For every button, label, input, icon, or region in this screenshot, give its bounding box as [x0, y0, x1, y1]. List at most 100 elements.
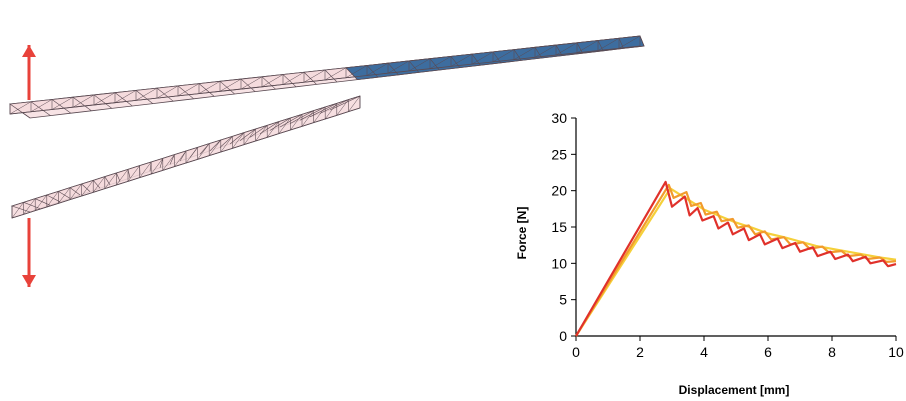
upper-arm-mesh-diagonal [198, 81, 221, 94]
lower-arm-mesh-diagonal [174, 150, 187, 167]
chart-series [575, 180, 897, 337]
lower-arm-mesh-line [279, 114, 303, 128]
lower-arm-mesh-line [209, 139, 222, 152]
upper-arm-mesh-diagonal [156, 85, 179, 99]
lower-arm-mesh-line [116, 172, 121, 182]
upper-arm-mesh-diagonal [513, 47, 536, 60]
upper-arm-mesh-diagonal [177, 83, 200, 97]
x-tick-label: 6 [764, 344, 772, 360]
upper-arm-mesh-line [93, 94, 113, 109]
upper-arm-mesh-diagonal [450, 53, 473, 67]
lower-arm-mesh-diagonal [220, 136, 233, 153]
upper-arm-mesh-diagonal [135, 87, 158, 101]
lower-arm-mesh-line [169, 154, 175, 165]
lower-arm-mesh-diagonal [11, 202, 24, 219]
lower-arm-mesh-diagonal [313, 106, 326, 123]
up-arrow-icon [22, 45, 36, 100]
lower-arm-mesh-diagonal [290, 114, 303, 131]
lower-arm-edge [11, 107, 361, 219]
upper-arm-mesh-diagonal [219, 78, 242, 92]
upper-arm-mesh-diagonal [492, 49, 515, 63]
y-axis-title: Force [N] [515, 207, 529, 260]
upper-arm-mesh-diagonal [471, 51, 494, 65]
upper-arm-mesh-line [387, 62, 399, 76]
lower-arm [10, 95, 361, 219]
lower-arm-mesh-diagonal [81, 180, 94, 197]
lower-arm-mesh-diagonal [301, 110, 314, 127]
upper-arm [8, 35, 645, 119]
lower-arm-mesh-diagonal [139, 161, 152, 178]
upper-arm-mesh-line [114, 92, 133, 107]
upper-arm-mesh-diagonal [555, 42, 578, 56]
lower-arm-mesh-line [81, 183, 91, 192]
lower-arm-mesh-line [219, 136, 233, 148]
upper-arm-mesh-diagonal [261, 74, 284, 88]
chart-ticks: 0 2 4 6 8 10 0 5 10 15 20 25 30 [551, 110, 904, 360]
upper-arm-mesh-diagonal [576, 40, 599, 54]
lower-arm-mesh-diagonal [92, 176, 106, 193]
upper-arm-mesh-diagonal [429, 56, 452, 69]
upper-arm-mesh-line [597, 40, 604, 51]
x-tick-label: 4 [700, 344, 708, 360]
series-line-3 [575, 180, 897, 337]
lower-arm-mesh-line [239, 128, 256, 141]
lower-arm-mesh-diagonal [58, 187, 71, 204]
lower-arm-mesh-line [35, 198, 51, 206]
lower-arm-mesh-diagonal [150, 158, 164, 175]
upper-arm-mesh-line [408, 60, 420, 73]
lower-arm-mesh-line [58, 191, 71, 199]
lower-arm-mesh-line [159, 158, 164, 168]
upper-arm-mesh-line [135, 90, 153, 104]
upper-arm-mesh-diagonal [408, 58, 431, 72]
upper-arm-mesh-line [345, 67, 358, 80]
lower-arm-mesh-diagonal [278, 117, 291, 134]
lower-arm-mesh-diagonal [104, 172, 117, 189]
lower-arm-mesh-diagonal [34, 194, 48, 211]
force-displacement-chart: 0 2 4 6 8 10 0 5 10 15 20 25 30 Displacement [mm] Fo… [515, 110, 904, 397]
upper-arm-mesh-line [324, 69, 338, 83]
x-tick-label: 0 [572, 344, 580, 360]
lower-arm-mesh-diagonal [69, 183, 82, 200]
upper-arm-mesh-line [177, 85, 194, 100]
upper-arm-mesh-diagonal [303, 69, 326, 83]
lower-arm-mesh-line [92, 180, 101, 189]
lower-arm-mesh-line [229, 132, 245, 145]
y-tick-label: 5 [559, 292, 567, 308]
upper-arm-mesh-diagonal [366, 62, 389, 76]
lower-arm-mesh-diagonal [127, 165, 140, 182]
lower-arm-mesh-diagonal [208, 139, 222, 156]
upper-arm-mesh-diagonal [114, 90, 137, 103]
lower-arm-mesh-diagonal [243, 128, 256, 145]
upper-arm-mesh-line [72, 96, 92, 112]
upper-arm-mesh-line [156, 87, 174, 102]
upper-arm-mesh-diagonal [345, 65, 368, 78]
x-tick-label: 10 [888, 344, 904, 360]
upper-arm-mesh-diagonal [324, 67, 347, 81]
upper-arm-mesh-diagonal [30, 99, 53, 112]
upper-arm-mesh-line [639, 35, 645, 47]
lower-arm-mesh-line [179, 150, 187, 162]
dcb-specimen-illustration [8, 35, 645, 219]
upper-arm-mesh-diagonal [618, 35, 641, 49]
lower-arm-mesh-line [269, 117, 291, 131]
y-tick-label: 25 [551, 146, 567, 162]
y-tick-label: 20 [551, 183, 567, 199]
lower-arm-mesh-line [329, 95, 361, 111]
series-line-1 [575, 187, 897, 337]
load-arrows [22, 45, 36, 287]
lower-arm-mesh-line [249, 125, 268, 138]
down-arrow-icon [22, 218, 36, 287]
lower-arm-mesh-line [259, 121, 279, 135]
upper-arm-mesh-diagonal [93, 92, 116, 106]
lower-arm-mesh-line [309, 103, 337, 118]
upper-arm-mesh-diagonal [51, 96, 74, 110]
lower-arm-mesh-diagonal [266, 121, 280, 138]
upper-arm-mesh-diagonal [240, 76, 263, 90]
y-tick-label: 15 [551, 219, 567, 235]
series-line-2 [575, 183, 897, 337]
lower-arm-mesh-line [299, 106, 326, 121]
lower-arm-mesh-line [104, 176, 111, 185]
upper-arm-mesh-line [240, 78, 256, 92]
upper-arm-mesh-line [366, 65, 379, 78]
